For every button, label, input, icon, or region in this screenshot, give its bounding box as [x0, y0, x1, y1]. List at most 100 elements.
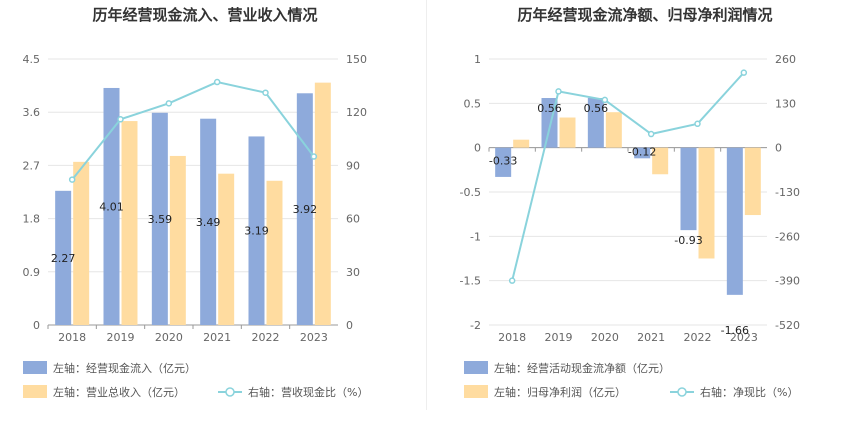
bar — [495, 147, 512, 177]
chart-net-cash-profit: 历年经营现金流净额、归母净利润情况 -2 -520 -1.5 -390 -1 -260 -0.… — [460, 6, 800, 399]
bar — [559, 117, 576, 148]
legend-swatch — [23, 385, 47, 398]
bar — [587, 98, 604, 148]
left-axis-tick-label: 1.8 — [23, 213, 41, 226]
x-axis-tick-label: 2018 — [498, 331, 526, 344]
bar — [744, 147, 761, 216]
bar — [169, 155, 186, 325]
data-label: 2.27 — [51, 252, 76, 265]
bar — [55, 190, 72, 325]
right-axis-tick-label: -260 — [775, 230, 800, 243]
left-axis-tick-label: 2.7 — [23, 159, 41, 172]
panel-divider — [426, 0, 427, 410]
right-axis-tick-label: 0 — [775, 142, 782, 155]
right-axis-tick-label: 150 — [346, 53, 367, 66]
legend-swatch — [23, 361, 47, 374]
data-label: -0.12 — [628, 146, 656, 159]
legend-label: 左轴：归母净利润（亿元） — [494, 385, 626, 399]
legend-label: 左轴：营业总收入（亿元） — [53, 385, 185, 399]
legend-swatch — [464, 385, 488, 398]
x-axis-tick-label: 2023 — [730, 331, 758, 344]
data-label: 3.49 — [196, 216, 221, 229]
bar — [121, 121, 138, 325]
bar — [652, 147, 669, 175]
right-axis-tick-label: -520 — [775, 319, 800, 332]
chart-title: 历年经营现金流净额、归母净利润情况 — [517, 6, 772, 24]
bar — [200, 118, 217, 325]
legend-label: 左轴：经营现金流入（亿元） — [53, 361, 196, 375]
line-series — [71, 81, 315, 181]
right-axis-tick-label: 0 — [346, 319, 353, 332]
chart-title: 历年经营现金流入、营业收入情况 — [92, 6, 317, 24]
x-axis-tick-label: 2018 — [58, 331, 86, 344]
legend-label: 右轴：净现比（%） — [700, 385, 798, 399]
data-label: 3.92 — [293, 203, 318, 216]
bar — [248, 136, 265, 325]
left-axis-tick-label: 0 — [474, 142, 481, 155]
x-axis-tick-label: 2019 — [107, 331, 135, 344]
right-axis-tick-label: -390 — [775, 275, 800, 288]
bar — [266, 180, 283, 325]
line-point — [740, 69, 748, 76]
left-axis-tick-label: 4.5 — [23, 53, 41, 66]
legend-swatch — [464, 361, 488, 374]
x-axis-tick-label: 2020 — [591, 331, 619, 344]
legend-swatch-marker — [677, 387, 687, 397]
data-label: 3.59 — [148, 213, 173, 226]
chart-cash-inflow-revenue: 历年经营现金流入、营业收入情况 0 0 0.9 30 1.8 60 2.7 90 3.6 120 4.… — [23, 6, 369, 399]
line-point — [555, 88, 562, 95]
bar — [698, 147, 715, 259]
bar — [73, 161, 90, 325]
x-axis-tick-label: 2019 — [545, 331, 573, 344]
left-axis-tick-label: 0.9 — [23, 266, 41, 279]
left-axis-tick-label: -1.5 — [460, 275, 481, 288]
right-axis-tick-label: 90 — [346, 159, 360, 172]
left-axis-tick-label: 0 — [33, 319, 40, 332]
right-axis-tick-label: 120 — [346, 106, 367, 119]
legend-label: 右轴：营收现金比（%） — [248, 385, 368, 399]
bar — [314, 82, 331, 326]
bar — [680, 147, 697, 231]
data-label: 4.01 — [99, 200, 124, 213]
legend-label: 左轴：经营活动现金流净额（亿元） — [494, 361, 670, 375]
bar — [513, 139, 530, 148]
bar — [218, 173, 235, 325]
bar — [103, 87, 120, 325]
right-axis-tick-label: 260 — [775, 53, 796, 66]
x-axis-tick-label: 2021 — [203, 331, 231, 344]
left-axis-tick-label: 3.6 — [23, 106, 41, 119]
line-point — [310, 153, 318, 160]
x-axis-tick-label: 2023 — [300, 331, 328, 344]
bar — [726, 147, 743, 295]
line-point — [117, 116, 124, 123]
bar — [151, 112, 168, 326]
x-axis-tick-label: 2021 — [637, 331, 665, 344]
right-axis-tick-label: 130 — [775, 97, 796, 110]
line-point — [165, 100, 173, 107]
legend-swatch-marker — [225, 387, 235, 397]
data-label: 0.56 — [537, 102, 562, 115]
right-axis-tick-label: 60 — [346, 213, 360, 226]
line-point — [694, 120, 701, 128]
data-label: 0.56 — [584, 102, 609, 115]
left-axis-tick-label: -1 — [470, 230, 481, 243]
data-label: 3.19 — [244, 225, 269, 238]
line-series — [511, 71, 745, 281]
line-point — [508, 277, 516, 284]
bar — [605, 112, 622, 148]
right-axis-tick-label: 30 — [346, 266, 360, 279]
x-axis-tick-label: 2022 — [252, 331, 280, 344]
right-axis-tick-label: -130 — [775, 186, 800, 199]
data-label: -0.93 — [674, 234, 702, 247]
left-axis-tick-label: -2 — [470, 319, 481, 332]
left-axis-tick-label: -0.5 — [460, 186, 481, 199]
left-axis-tick-label: 0.5 — [464, 97, 482, 110]
x-axis-tick-label: 2022 — [684, 331, 712, 344]
data-label: -1.66 — [721, 324, 749, 337]
line-point — [601, 96, 609, 104]
bar — [634, 147, 651, 159]
line-point — [647, 130, 655, 138]
line-point — [262, 89, 269, 96]
line-point — [213, 78, 221, 86]
